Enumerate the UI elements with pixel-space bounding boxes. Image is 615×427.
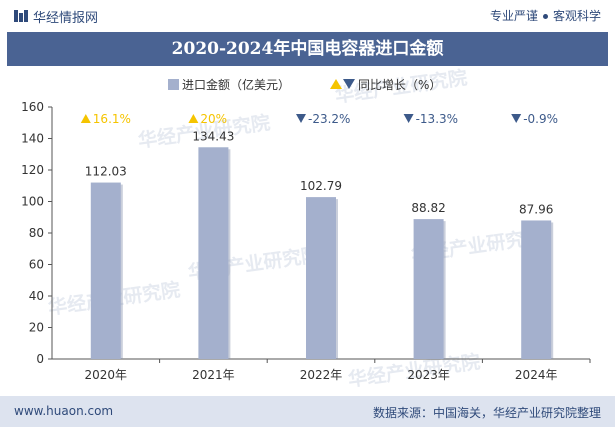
- growth-label: -0.9%: [523, 112, 558, 126]
- legend-label-import: 进口金额（亿美元）: [182, 77, 290, 92]
- legend-up-triangle-icon: [330, 79, 342, 89]
- slogan-left: 专业严谨: [489, 9, 538, 23]
- bar-value-label: 112.03: [85, 165, 127, 179]
- bar-value-label: 88.82: [411, 201, 445, 215]
- legend-label-growth: 同比增长（%）: [358, 78, 441, 92]
- top-bar: 华经情报网 专业严谨 客观科学: [0, 0, 615, 32]
- y-tick-label: 20: [29, 321, 44, 335]
- y-tick-label: 160: [21, 100, 44, 114]
- chart: 华经产业研究院华经产业研究院华经产业研究院华经产业研究院华经产业研究院华经产业研…: [21, 66, 591, 391]
- bar: [521, 220, 552, 359]
- y-tick-label: 80: [29, 226, 44, 240]
- legend-swatch-import: [168, 79, 179, 90]
- bar: [198, 147, 229, 359]
- slogan: 专业严谨 客观科学: [490, 7, 601, 24]
- y-tick-label: 120: [21, 163, 44, 177]
- growth-down-icon: [511, 114, 522, 123]
- logo-icon: [14, 10, 28, 22]
- y-tick-label: 100: [21, 195, 44, 209]
- growth-label: 16.1%: [93, 112, 131, 126]
- brand-name: 华经情报网: [33, 11, 99, 26]
- title-bar: 2020-2024年中国电容器进口金额: [7, 32, 608, 66]
- y-tick-label: 60: [29, 258, 44, 272]
- data-source: 数据来源：中国海关，华经产业研究院整理: [372, 406, 601, 420]
- bar: [90, 182, 121, 359]
- bar-value-label: 87.96: [519, 202, 553, 216]
- x-tick-label: 2023年: [407, 368, 450, 382]
- growth-label: -13.3%: [416, 112, 458, 126]
- legend-down-triangle-icon: [343, 79, 355, 89]
- slogan-dot: [542, 14, 548, 19]
- growth-up-icon: [188, 114, 199, 123]
- x-tick-label: 2024年: [515, 368, 558, 382]
- footer: www.huaon.com 数据来源：中国海关，华经产业研究院整理: [0, 396, 615, 427]
- x-tick-label: 2020年: [85, 368, 128, 382]
- x-tick-label: 2021年: [192, 368, 235, 382]
- bar: [413, 219, 444, 359]
- slogan-right: 客观科学: [552, 9, 601, 23]
- website-link[interactable]: www.huaon.com: [14, 404, 114, 418]
- y-tick-label: 140: [21, 132, 44, 146]
- y-tick-label: 40: [29, 289, 44, 303]
- growth-up-icon: [80, 114, 91, 123]
- chart-title: 2020-2024年中国电容器进口金额: [171, 39, 444, 59]
- growth-label: 20%: [200, 112, 227, 126]
- bar-value-label: 134.43: [192, 129, 234, 143]
- growth-label: -23.2%: [308, 112, 350, 126]
- x-tick-label: 2022年: [300, 368, 343, 382]
- growth-down-icon: [296, 114, 306, 123]
- bar: [306, 197, 336, 359]
- bar-value-label: 102.79: [300, 179, 342, 193]
- growth-down-icon: [403, 114, 414, 123]
- y-tick-label: 0: [36, 352, 44, 366]
